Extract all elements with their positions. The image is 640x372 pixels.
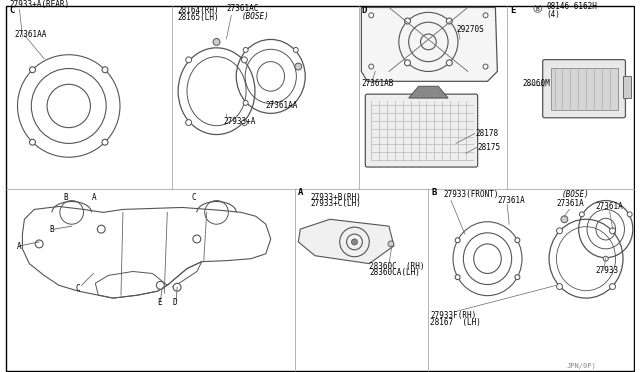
Polygon shape	[362, 7, 497, 81]
Circle shape	[604, 256, 608, 261]
Circle shape	[515, 238, 520, 243]
Text: B: B	[64, 193, 68, 202]
Circle shape	[369, 64, 374, 69]
Text: 27933+C(LH): 27933+C(LH)	[310, 199, 361, 208]
Circle shape	[186, 119, 191, 125]
Text: 27361AA: 27361AA	[266, 101, 298, 110]
Circle shape	[515, 275, 520, 280]
Text: 28175: 28175	[477, 143, 500, 152]
Text: B: B	[431, 187, 436, 197]
Circle shape	[186, 57, 191, 63]
Circle shape	[557, 228, 563, 234]
Bar	[550, 68, 618, 110]
Circle shape	[446, 60, 452, 66]
Circle shape	[627, 212, 632, 217]
Text: (BOSE): (BOSE)	[561, 190, 589, 199]
Text: 28164(RH): 28164(RH)	[177, 6, 219, 15]
Polygon shape	[298, 219, 394, 264]
Circle shape	[102, 139, 108, 145]
Circle shape	[295, 63, 302, 70]
Circle shape	[97, 225, 105, 233]
Text: B: B	[49, 225, 54, 234]
Text: E: E	[510, 6, 516, 15]
Circle shape	[35, 240, 43, 248]
Circle shape	[446, 18, 452, 24]
Circle shape	[483, 13, 488, 18]
Bar	[623, 76, 632, 98]
Circle shape	[293, 48, 298, 52]
Text: 27361AA: 27361AA	[15, 30, 47, 39]
Text: 27361A: 27361A	[556, 199, 584, 208]
Circle shape	[609, 228, 616, 234]
Text: C: C	[192, 193, 196, 202]
Text: 27361AB: 27361AB	[362, 79, 394, 88]
Text: 27933+B(RH): 27933+B(RH)	[310, 193, 361, 202]
Circle shape	[455, 238, 460, 243]
Circle shape	[404, 60, 410, 66]
Circle shape	[29, 139, 35, 145]
Text: JPN/0P): JPN/0P)	[566, 362, 596, 369]
Circle shape	[351, 239, 358, 245]
Text: 28167  (LH): 28167 (LH)	[430, 318, 481, 327]
Text: 28060M: 28060M	[522, 79, 550, 88]
Circle shape	[193, 235, 201, 243]
Text: 27933: 27933	[596, 266, 619, 276]
Circle shape	[243, 48, 248, 52]
Circle shape	[579, 212, 584, 217]
Circle shape	[241, 57, 248, 63]
Text: D: D	[362, 6, 367, 15]
Text: 27361A: 27361A	[497, 196, 525, 205]
Text: 27933+A(REAR): 27933+A(REAR)	[10, 0, 70, 9]
Circle shape	[102, 67, 108, 73]
Text: 27933F(RH): 27933F(RH)	[430, 311, 477, 320]
Text: E: E	[157, 298, 162, 307]
Text: C: C	[10, 6, 15, 15]
Circle shape	[557, 283, 563, 289]
Text: (BOSE): (BOSE)	[241, 12, 269, 21]
Text: 27361A: 27361A	[596, 202, 623, 211]
Text: A: A	[92, 193, 96, 202]
Circle shape	[29, 67, 35, 73]
Circle shape	[483, 64, 488, 69]
FancyBboxPatch shape	[365, 94, 477, 167]
Polygon shape	[409, 86, 448, 98]
FancyBboxPatch shape	[543, 60, 625, 118]
Circle shape	[213, 38, 220, 45]
Circle shape	[388, 241, 394, 247]
Circle shape	[455, 275, 460, 280]
Text: A: A	[17, 242, 21, 251]
Text: 08146-6162H: 08146-6162H	[547, 2, 598, 12]
Text: 28165(LH): 28165(LH)	[177, 13, 219, 22]
Text: 28360C  (RH): 28360C (RH)	[369, 262, 425, 270]
Text: B: B	[536, 7, 540, 12]
Text: 27933(FRONT): 27933(FRONT)	[443, 190, 499, 199]
Text: 27361AC: 27361AC	[227, 4, 259, 13]
Text: (4): (4)	[547, 10, 561, 19]
Circle shape	[609, 283, 616, 289]
Text: A: A	[298, 187, 304, 197]
Text: 27933+A: 27933+A	[223, 117, 256, 126]
Text: 28178: 28178	[476, 128, 499, 138]
Circle shape	[173, 283, 181, 291]
Text: 28360CA(LH): 28360CA(LH)	[369, 269, 420, 278]
Text: 29270S: 29270S	[456, 25, 484, 34]
Circle shape	[156, 281, 164, 289]
Text: D: D	[172, 298, 177, 307]
Circle shape	[369, 13, 374, 18]
Circle shape	[243, 100, 248, 105]
Circle shape	[561, 216, 568, 223]
Circle shape	[241, 119, 248, 125]
Circle shape	[404, 18, 410, 24]
Text: C: C	[76, 284, 80, 293]
